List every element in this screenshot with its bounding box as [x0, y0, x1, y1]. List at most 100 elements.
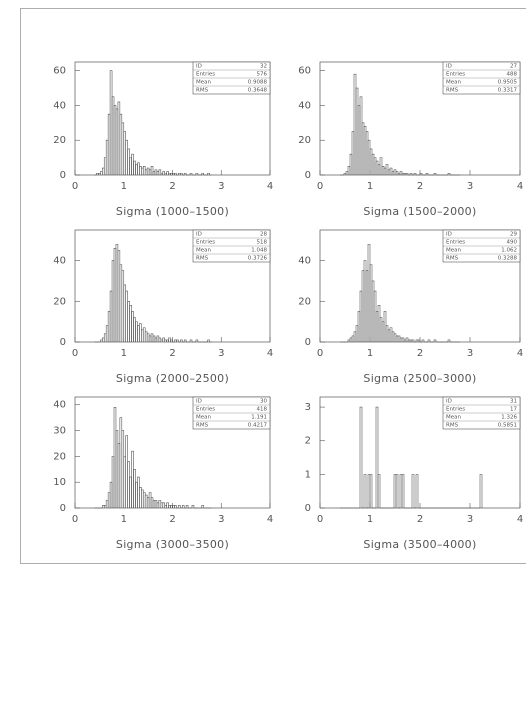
stats-label: Mean: [196, 415, 211, 421]
x-axis-label: Sigma (2000–2500): [116, 372, 229, 385]
stats-value: 32: [260, 64, 267, 70]
y-tick-label: 20: [298, 296, 311, 307]
histogram-bin: [425, 172, 429, 175]
stats-value: 27: [510, 64, 517, 70]
stats-label: Mean: [446, 80, 461, 86]
histogram-bin: [405, 172, 409, 175]
y-tick-label: 0: [60, 337, 66, 348]
stats-value: 0.5851: [498, 423, 517, 429]
stats-label: Entries: [196, 407, 215, 413]
x-tick-label: 2: [417, 514, 423, 525]
histogram-bin: [185, 505, 189, 508]
histogram-bin: [375, 406, 379, 508]
stats-label: Entries: [446, 407, 465, 413]
stats-value: 490: [507, 240, 518, 246]
y-tick-label: 20: [298, 135, 311, 146]
y-tick-label: 1: [305, 469, 311, 480]
stats-label: Entries: [196, 240, 215, 246]
stats-label: Mean: [446, 415, 461, 421]
y-tick-label: 2: [305, 436, 311, 447]
histogram-bin: [201, 505, 204, 508]
x-tick-label: 4: [267, 514, 273, 525]
stats-value: 576: [257, 72, 268, 78]
histogram-bin: [409, 172, 413, 175]
stats-label: RMS: [446, 423, 459, 429]
stats-value: 0.3726: [248, 256, 268, 262]
x-tick-label: 0: [72, 514, 78, 525]
x-tick-label: 2: [417, 181, 423, 192]
histogram-bin: [479, 474, 483, 508]
histogram-bin: [178, 505, 181, 508]
stats-label: Entries: [446, 72, 465, 78]
y-tick-label: 40: [298, 256, 311, 267]
y-tick-label: 40: [53, 100, 66, 111]
stats-value: 0.3288: [498, 256, 518, 262]
y-tick-label: 3: [305, 402, 311, 413]
stats-value: 0.3648: [248, 88, 268, 94]
x-tick-label: 1: [367, 514, 373, 525]
x-tick-label: 1: [367, 348, 373, 359]
frame: [20, 8, 526, 564]
x-tick-label: 4: [517, 348, 523, 359]
stats-value: 28: [260, 232, 267, 238]
stats-value: 17: [510, 407, 517, 413]
x-tick-label: 0: [317, 348, 323, 359]
x-tick-label: 3: [218, 348, 224, 359]
stats-label: Mean: [446, 248, 461, 254]
histogram-bin: [421, 339, 425, 342]
y-tick-label: 20: [53, 451, 66, 462]
histogram-bin: [180, 172, 183, 175]
histogram-bin: [189, 339, 193, 342]
x-tick-label: 2: [169, 181, 175, 192]
histogram-bin: [427, 339, 431, 342]
stats-label: RMS: [446, 88, 459, 94]
x-axis-label: Sigma (2500–3000): [363, 372, 476, 385]
x-tick-label: 4: [267, 181, 273, 192]
histogram-bin: [419, 172, 423, 175]
stats-value: 0.9088: [248, 80, 268, 86]
y-tick-label: 40: [53, 400, 66, 411]
y-tick-label: 0: [60, 170, 66, 181]
y-tick-label: 60: [53, 66, 66, 77]
x-tick-label: 1: [121, 514, 127, 525]
stats-value: 31: [510, 399, 517, 405]
histogram-bin: [189, 172, 193, 175]
x-tick-label: 4: [517, 514, 523, 525]
histogram-panel: 0 1 2 3 4 0 1 2 3 Sigma (3500–4000) ID 31 Entries 17 M…: [305, 396, 523, 551]
y-tick-label: 40: [53, 256, 66, 267]
stats-value: 1.048: [251, 248, 267, 254]
x-tick-label: 4: [267, 348, 273, 359]
histogram-bin: [195, 172, 199, 175]
stats-value: 29: [510, 232, 517, 238]
histogram-bin: [377, 474, 381, 508]
histogram-bin: [433, 339, 437, 342]
y-tick-label: 0: [305, 337, 311, 348]
y-tick-label: 30: [53, 426, 66, 437]
x-tick-label: 2: [417, 348, 423, 359]
histogram-bin: [447, 339, 451, 342]
histogram-bin: [158, 169, 162, 175]
histogram-bin: [411, 474, 415, 508]
stats-value: 418: [257, 407, 268, 413]
histogram-bin: [150, 166, 154, 175]
y-tick-label: 20: [53, 135, 66, 146]
stats-value: 1.191: [251, 415, 267, 421]
stats-value: 1.062: [501, 248, 517, 254]
stats-value: 1.326: [501, 415, 517, 421]
stats-label: ID: [196, 232, 202, 238]
histogram-bin: [207, 172, 210, 175]
y-tick-label: 40: [298, 100, 311, 111]
x-tick-label: 3: [467, 181, 473, 192]
y-tick-label: 0: [60, 503, 66, 514]
histogram-bin: [207, 339, 210, 342]
histogram-bin: [363, 474, 367, 508]
stats-label: ID: [446, 232, 452, 238]
stats-label: RMS: [446, 256, 459, 262]
y-tick-label: 0: [305, 503, 311, 514]
stats-label: RMS: [196, 256, 209, 262]
